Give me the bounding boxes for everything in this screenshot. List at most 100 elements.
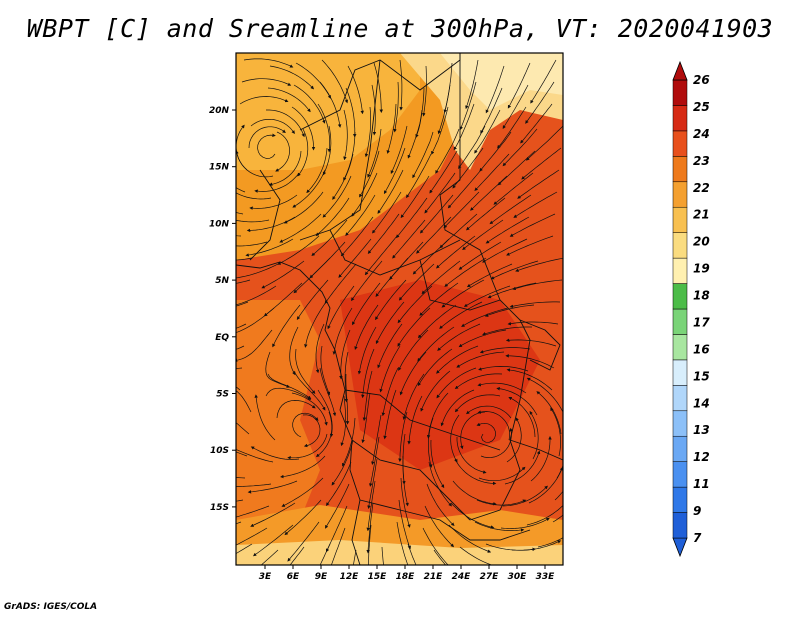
streamline — [236, 527, 268, 546]
streamline — [241, 78, 292, 86]
streamline — [424, 172, 456, 214]
streamline — [436, 345, 479, 374]
streamline — [458, 241, 502, 270]
streamline — [366, 480, 376, 532]
colorbar-segment — [672, 130, 688, 157]
streamline — [315, 323, 325, 374]
streamline — [249, 194, 298, 210]
map-plot-area — [236, 53, 600, 565]
streamline — [564, 512, 600, 544]
colorbar-segment — [672, 410, 688, 437]
x-tick-label: 6E — [287, 572, 300, 582]
streamline — [526, 377, 563, 413]
colorbar-label: 22 — [693, 181, 710, 195]
streamline — [417, 326, 455, 362]
streamline — [454, 373, 503, 390]
streamline — [412, 131, 434, 179]
streamline — [480, 87, 503, 134]
streamline — [236, 263, 279, 279]
streamline — [443, 191, 480, 229]
streamline — [260, 549, 279, 565]
streamline — [236, 301, 249, 307]
streamline — [340, 395, 346, 447]
streamline — [254, 172, 300, 193]
colorbar-label: 15 — [693, 369, 710, 383]
colorbar-label: 7 — [693, 531, 702, 545]
streamline — [379, 345, 401, 393]
streamline — [367, 213, 400, 254]
streamline — [345, 373, 350, 425]
x-tick-label: 33E — [536, 572, 556, 582]
streamline — [437, 323, 481, 351]
streamline — [461, 307, 509, 327]
streamline — [389, 241, 424, 280]
colorbar-segment — [672, 156, 688, 183]
x-tick-label: 27E — [480, 572, 500, 582]
streamline — [261, 260, 305, 289]
streamline — [272, 304, 301, 348]
streamline — [343, 109, 348, 161]
streamline — [465, 405, 512, 419]
streamline — [236, 192, 272, 200]
streamline — [502, 485, 548, 507]
streamline — [398, 263, 435, 301]
streamline — [407, 395, 423, 445]
streamline — [236, 323, 247, 329]
streamline — [530, 59, 557, 104]
streamline — [353, 549, 357, 565]
y-tick-label: 15S — [210, 503, 229, 513]
streamline — [254, 394, 276, 441]
streamline — [315, 197, 350, 237]
streamline — [265, 387, 312, 401]
streamline — [521, 147, 562, 180]
streamline — [319, 81, 342, 128]
streamline — [236, 219, 270, 223]
streamline — [439, 301, 483, 329]
streamline — [396, 521, 409, 565]
x-tick-label: 18E — [396, 572, 416, 582]
streamline — [375, 301, 405, 345]
streamline — [512, 279, 563, 291]
streamline — [319, 367, 337, 417]
streamline — [440, 389, 475, 427]
streamline — [435, 235, 476, 269]
streamline — [383, 389, 397, 440]
streamline — [478, 366, 529, 372]
streamline — [281, 477, 324, 507]
colorbar-label: 17 — [693, 315, 710, 329]
streamline — [419, 194, 454, 234]
streamline — [453, 103, 475, 151]
streamline — [393, 81, 399, 133]
streamline — [515, 257, 563, 272]
streamline — [371, 191, 402, 234]
streamline — [435, 128, 460, 174]
streamline — [359, 150, 380, 198]
streamline — [269, 65, 315, 90]
colorbar-lower-arrow — [672, 537, 688, 558]
colorbar-label: 25 — [693, 100, 710, 114]
streamline — [267, 87, 311, 113]
x-tick-label: 3E — [259, 572, 272, 582]
streamline — [465, 197, 506, 231]
streamline — [397, 307, 431, 347]
colorbar-segment — [672, 181, 688, 208]
streamline — [243, 58, 294, 68]
streamline — [502, 84, 529, 130]
colorbar: 7 9 11 12 13 14 15 16 17 18 19 20 21 22 23 24 25 26 — [672, 60, 710, 558]
streamline — [291, 106, 316, 151]
streamline — [289, 546, 305, 565]
streamline — [277, 235, 320, 265]
streamline — [390, 125, 408, 175]
streamline — [433, 549, 447, 565]
streamline — [529, 410, 539, 460]
streamline — [292, 169, 326, 208]
temperature-region-22-west — [236, 300, 320, 540]
streamline — [454, 394, 501, 413]
streamline — [383, 147, 406, 195]
grads-credit: GrADS: IGES/COLA — [4, 602, 98, 612]
streamline — [477, 410, 510, 441]
streamline — [507, 62, 531, 109]
streamline — [444, 257, 487, 287]
streamline — [506, 235, 554, 256]
